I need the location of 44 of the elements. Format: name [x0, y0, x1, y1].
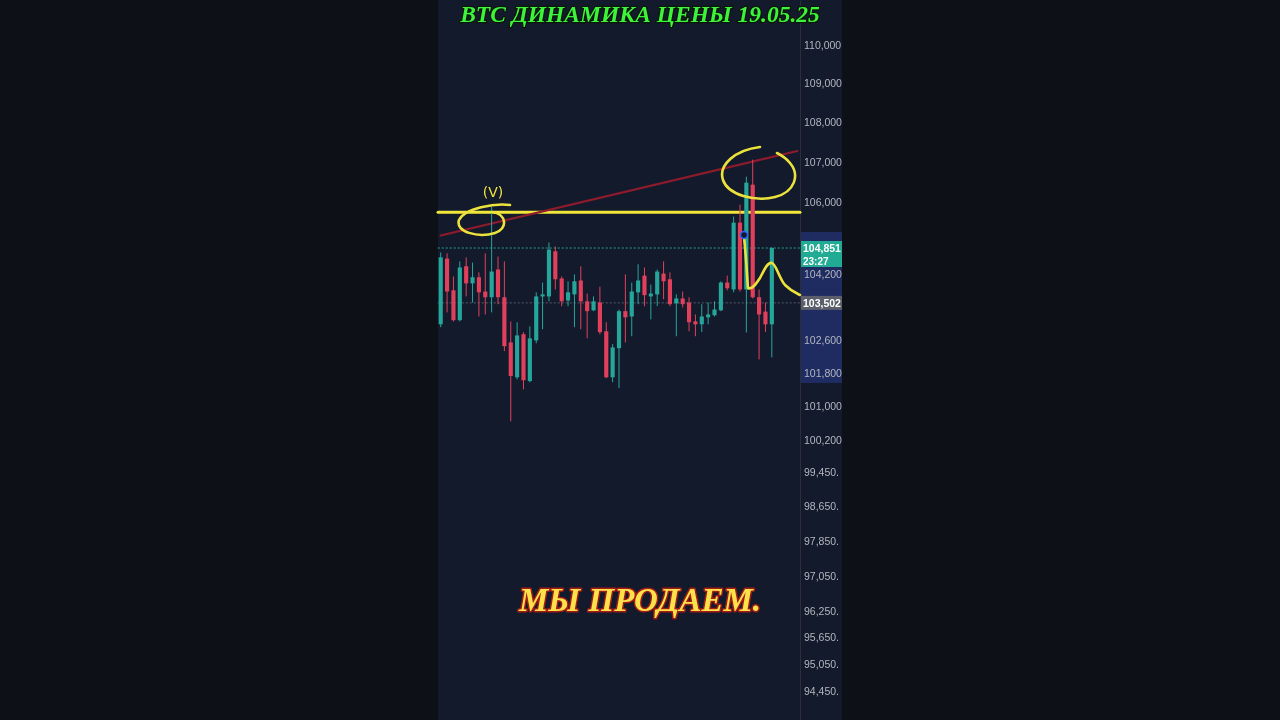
y-tick-label: 95,650. — [804, 631, 840, 644]
y-tick-label: 101,000 — [804, 400, 843, 413]
y-tick-label: 104,200 — [804, 268, 843, 281]
chart-title: BTC ДИНАМИКА ЦЕНЫ 19.05.25 — [459, 1, 821, 27]
candlestick — [706, 302, 711, 325]
y-tick-label: 100,200 — [804, 434, 843, 447]
y-tick-label: 95,050. — [804, 657, 840, 670]
candlestick — [540, 282, 545, 330]
candlestick — [636, 263, 641, 305]
candlestick — [565, 280, 571, 307]
y-tick-label: 110,000 — [804, 38, 842, 51]
y-tick-label: 106,000 — [804, 195, 843, 208]
y-tick-label: 96,250. — [804, 604, 840, 617]
candlestick — [674, 293, 679, 337]
annotation: (V) — [482, 184, 504, 200]
y-tick-label: 109,000 — [804, 77, 843, 90]
y-tick-label: 97,050. — [804, 569, 840, 582]
candlestick — [655, 269, 660, 307]
y-tick-label: 98,650. — [804, 500, 840, 513]
candlestick — [686, 296, 692, 332]
candlestick — [642, 266, 647, 307]
y-tick-label: 108,000 — [804, 116, 843, 129]
candlestick — [470, 262, 475, 304]
candlestick — [693, 313, 698, 337]
candlestick — [464, 256, 469, 297]
candlestick — [572, 273, 577, 328]
candlestick — [757, 288, 762, 360]
candlestick — [699, 303, 704, 333]
candlestick — [763, 302, 768, 333]
candlestick — [585, 293, 590, 339]
y-tick-label: 101,800 — [804, 367, 843, 380]
candlestick — [578, 265, 583, 330]
annotation: МЫ ПРОДАЕМ. — [517, 582, 762, 618]
y-tick-label: 102,600 — [804, 333, 843, 346]
y-tick-label: 94,450. — [804, 684, 840, 697]
text: 23:27 — [803, 255, 830, 267]
y-tick-label: 97,850. — [804, 534, 840, 547]
y-tick-label: 107,000 — [804, 155, 843, 168]
candlestick — [559, 275, 564, 307]
ref-line-label: 104,851 — [803, 241, 842, 254]
y-tick-label: 99,450. — [804, 465, 840, 478]
candlestick — [623, 273, 628, 343]
candlestick — [476, 271, 481, 317]
ref-line-label: 103,502 — [803, 296, 842, 309]
